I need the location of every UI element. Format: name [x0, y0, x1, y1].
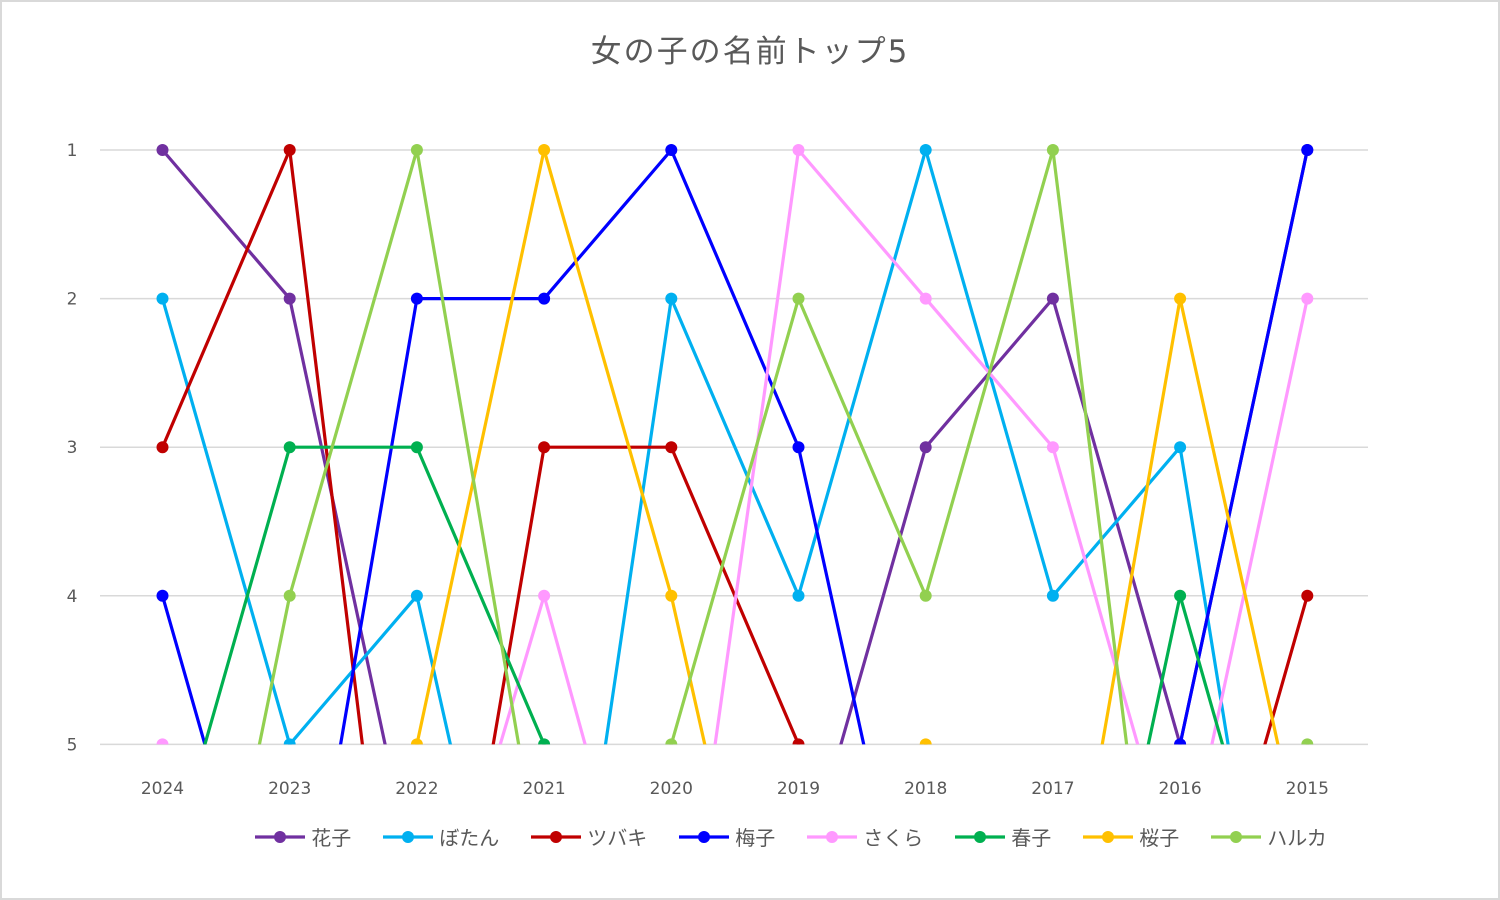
- x-tick-label: 2016: [1158, 779, 1201, 799]
- data-point-marker[interactable]: [538, 738, 551, 750]
- data-point-marker[interactable]: [792, 144, 805, 156]
- x-tick-label: 2018: [904, 779, 947, 799]
- data-point-marker[interactable]: [1046, 441, 1059, 454]
- data-point-marker[interactable]: [665, 589, 678, 602]
- x-tick-label: 2024: [141, 779, 184, 799]
- x-tick-label: 2017: [1031, 779, 1074, 799]
- legend-label: さくら: [863, 826, 924, 850]
- data-point-marker[interactable]: [283, 144, 296, 156]
- y-tick-label: 4: [67, 587, 78, 607]
- data-point-marker[interactable]: [792, 441, 805, 454]
- legend-item[interactable]: 梅子: [677, 822, 775, 851]
- series-line: [156, 144, 1314, 750]
- data-point-marker[interactable]: [538, 144, 551, 156]
- legend-label: ハルカ: [1267, 826, 1327, 850]
- y-tick-label: 3: [67, 438, 78, 458]
- data-point-marker[interactable]: [1174, 292, 1187, 305]
- data-point-marker[interactable]: [1046, 292, 1059, 305]
- data-point-marker[interactable]: [1046, 589, 1059, 602]
- legend-item[interactable]: 花子: [253, 822, 351, 851]
- data-point-marker[interactable]: [410, 292, 423, 305]
- data-point-marker[interactable]: [792, 292, 805, 305]
- data-point-marker[interactable]: [919, 292, 932, 305]
- data-point-marker[interactable]: [919, 589, 932, 602]
- legend-item[interactable]: ハルカ: [1209, 822, 1327, 851]
- data-point-marker[interactable]: [156, 292, 169, 305]
- data-point-marker[interactable]: [1301, 589, 1314, 602]
- data-point-marker[interactable]: [156, 738, 169, 750]
- data-point-marker[interactable]: [665, 144, 678, 156]
- series-line: [156, 144, 1314, 750]
- x-tick-label: 2022: [395, 779, 438, 799]
- data-point-marker[interactable]: [538, 292, 551, 305]
- data-point-marker[interactable]: [1301, 292, 1314, 305]
- data-point-marker[interactable]: [283, 589, 296, 602]
- data-point-marker[interactable]: [919, 441, 932, 454]
- x-tick-label: 2019: [777, 779, 820, 799]
- legend-label: 梅子: [735, 826, 776, 850]
- x-tick-label: 2021: [522, 779, 565, 799]
- legend-label: 花子: [311, 826, 352, 850]
- series-line: [156, 144, 1230, 750]
- data-point-marker[interactable]: [1301, 738, 1314, 750]
- y-tick-label: 2: [67, 290, 78, 310]
- legend-line-marker-icon: [807, 830, 858, 843]
- y-tick-label: 5: [67, 735, 78, 755]
- data-point-marker[interactable]: [156, 589, 169, 602]
- series-line: [203, 441, 1225, 750]
- legend-label: ぼたん: [439, 826, 500, 850]
- data-point-marker[interactable]: [283, 738, 296, 750]
- data-point-marker[interactable]: [919, 738, 932, 750]
- data-point-marker[interactable]: [283, 441, 296, 454]
- legend-line-marker-icon: [383, 830, 434, 843]
- data-point-marker[interactable]: [410, 589, 423, 602]
- legend-item[interactable]: 桜子: [1081, 822, 1179, 851]
- legend-item[interactable]: ぼたん: [381, 822, 499, 851]
- legend-label: 桜子: [1139, 826, 1180, 850]
- data-point-marker[interactable]: [1174, 738, 1187, 750]
- x-tick-label: 2015: [1286, 779, 1329, 799]
- data-point-marker[interactable]: [792, 738, 805, 750]
- data-point-marker[interactable]: [1301, 144, 1314, 156]
- data-point-marker[interactable]: [919, 144, 932, 156]
- x-tick-label: 2020: [650, 779, 693, 799]
- legend-line-marker-icon: [1083, 830, 1134, 843]
- data-point-marker[interactable]: [792, 589, 805, 602]
- data-point-marker[interactable]: [410, 441, 423, 454]
- legend-line-marker-icon: [1211, 830, 1262, 843]
- data-point-marker[interactable]: [283, 292, 296, 305]
- chart-title: 女の子の名前トップ5: [590, 34, 910, 70]
- data-point-marker[interactable]: [156, 441, 169, 454]
- legend-line-marker-icon: [255, 830, 306, 843]
- x-tick-label: 2023: [268, 779, 311, 799]
- legend-line-marker-icon: [955, 830, 1006, 843]
- chart-legend: 花子 ぼたん ツバキ 梅子 さくら 春子 桜子 ハルカ: [0, 822, 1500, 851]
- data-point-marker[interactable]: [665, 738, 678, 750]
- y-tick-label: 1: [67, 141, 78, 161]
- data-point-marker[interactable]: [665, 441, 678, 454]
- data-point-marker[interactable]: [538, 441, 551, 454]
- data-point-marker[interactable]: [538, 589, 551, 602]
- legend-item[interactable]: 春子: [953, 822, 1051, 851]
- legend-item[interactable]: さくら: [805, 822, 923, 851]
- data-point-marker[interactable]: [156, 144, 169, 156]
- legend-line-marker-icon: [679, 830, 730, 843]
- data-point-marker[interactable]: [1046, 144, 1059, 156]
- data-point-marker[interactable]: [410, 738, 423, 750]
- series-line: [257, 144, 1314, 750]
- data-point-marker[interactable]: [665, 292, 678, 305]
- legend-label: 春子: [1011, 826, 1052, 850]
- data-point-marker[interactable]: [1174, 441, 1187, 454]
- legend-line-marker-icon: [531, 830, 582, 843]
- data-point-marker[interactable]: [410, 144, 423, 156]
- legend-item[interactable]: ツバキ: [529, 822, 647, 851]
- data-point-marker[interactable]: [1174, 589, 1187, 602]
- legend-label: ツバキ: [587, 826, 648, 850]
